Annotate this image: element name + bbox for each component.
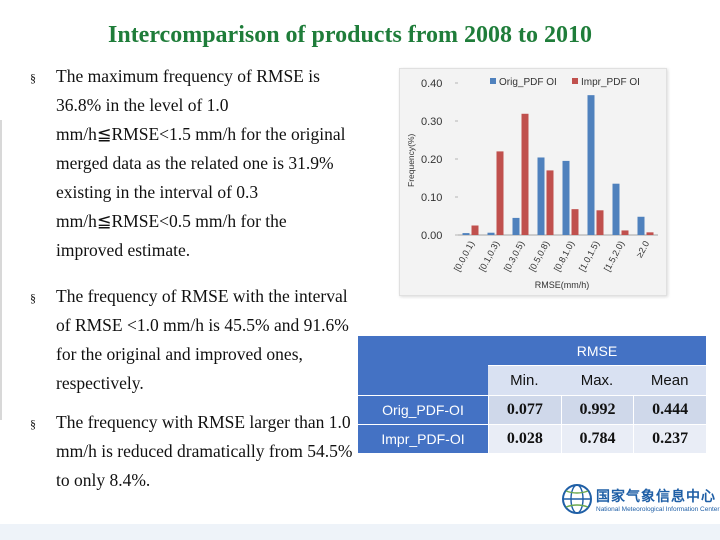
- bar-impr: [596, 210, 604, 235]
- y-tick-label: 0.10: [421, 192, 442, 204]
- frequency-chart-svg: 0.00 0.10 0.20 0.30 0.40 Frequency(%) [0.0,0.1…: [406, 77, 658, 290]
- bullet-item: § The maximum frequency of RMSE is 36.8%…: [28, 62, 358, 265]
- x-tick-label: [0.5,0.8): [527, 239, 551, 273]
- table-row: Orig_PDF-OI 0.077 0.992 0.444: [358, 395, 706, 424]
- bar-impr: [521, 113, 529, 235]
- slide-title: Intercomparison of products from 2008 to…: [108, 22, 592, 48]
- x-tick-label: [0.3,0.5): [502, 239, 526, 273]
- cell-min: 0.028: [488, 424, 561, 453]
- bullet-text: The frequency with RMSE larger than 1.0 …: [56, 412, 353, 490]
- cell-mean: 0.237: [633, 424, 706, 453]
- bullet-text: The maximum frequency of RMSE is 36.8% i…: [56, 66, 346, 260]
- table-group-header: RMSE: [488, 336, 706, 365]
- bar-impr: [471, 225, 479, 235]
- bar-impr: [496, 151, 504, 235]
- cell-mean: 0.444: [633, 395, 706, 424]
- bar-impr: [621, 230, 629, 235]
- row-label: Impr_PDF-OI: [358, 424, 488, 453]
- bullet-marker: §: [30, 417, 36, 431]
- column-header-max: Max.: [560, 365, 634, 395]
- column-header-min: Min.: [488, 365, 561, 395]
- legend-swatch: [490, 78, 496, 84]
- y-tick-label: 0.30: [421, 116, 442, 128]
- bar-impr: [646, 232, 654, 235]
- x-axis-label: RMSE(mm/h): [535, 280, 590, 290]
- bar-orig: [462, 233, 470, 235]
- bullet-marker: §: [30, 71, 36, 85]
- y-tick-label: 0.40: [421, 78, 442, 90]
- table-row: Impr_PDF-OI 0.028 0.784 0.237: [358, 424, 706, 453]
- x-tick-label: [0.0,0.1): [452, 239, 476, 273]
- bullet-text: The frequency of RMSE with the interval …: [56, 286, 349, 393]
- cell-max: 0.784: [560, 424, 634, 453]
- logo-name-en: National Meteorological Information Cent…: [596, 506, 720, 513]
- cell-min: 0.077: [488, 395, 561, 424]
- bar-orig: [562, 160, 570, 235]
- legend-swatch: [572, 78, 578, 84]
- y-tick-label: 0.00: [421, 230, 442, 242]
- column-header-mean: Mean: [633, 365, 706, 395]
- logo-name-cn: 国家气象信息中心: [596, 489, 716, 505]
- legend-entry: Impr_PDF OI: [581, 77, 640, 88]
- nmic-logo: 国家气象信息中心 National Meteorological Informa…: [560, 480, 720, 520]
- globe-icon: [562, 484, 592, 514]
- frequency-chart: 0.00 0.10 0.20 0.30 0.40 Frequency(%) [0.0,0.1…: [399, 68, 667, 296]
- bar-orig: [512, 217, 520, 235]
- bar-orig: [587, 95, 595, 235]
- x-tick-label: ≥2.0: [634, 239, 651, 259]
- cell-max: 0.992: [560, 395, 634, 424]
- bar-impr: [546, 170, 554, 235]
- bar-orig: [612, 183, 620, 235]
- slide-edge-line: [0, 120, 2, 420]
- bullet-item: § The frequency of RMSE with the interva…: [28, 282, 358, 398]
- footer-band: [0, 524, 720, 540]
- bar-orig: [637, 216, 645, 235]
- rmse-table: RMSE Min. Max. Mean Orig_PDF-OI 0.077 0.…: [358, 336, 706, 453]
- y-tick-label: 0.20: [421, 154, 442, 166]
- x-tick-label: [0.1,0.3): [477, 239, 501, 273]
- table-corner: [358, 336, 488, 395]
- row-label: Orig_PDF-OI: [358, 395, 488, 424]
- x-tick-label: [1.5,2.0): [602, 239, 626, 273]
- bullet-list: § The maximum frequency of RMSE is 36.8%…: [28, 62, 358, 495]
- y-axis-label: Frequency(%): [406, 133, 416, 187]
- bar-orig: [487, 232, 495, 235]
- bar-orig: [537, 157, 545, 235]
- legend-entry: Orig_PDF OI: [499, 77, 557, 88]
- bullet-marker: §: [30, 291, 36, 305]
- x-tick-label: [0.8,1.0): [552, 239, 576, 273]
- x-tick-label: [1.0,1.5): [577, 239, 601, 273]
- bar-impr: [571, 209, 579, 235]
- bullet-item: § The frequency with RMSE larger than 1.…: [28, 408, 358, 495]
